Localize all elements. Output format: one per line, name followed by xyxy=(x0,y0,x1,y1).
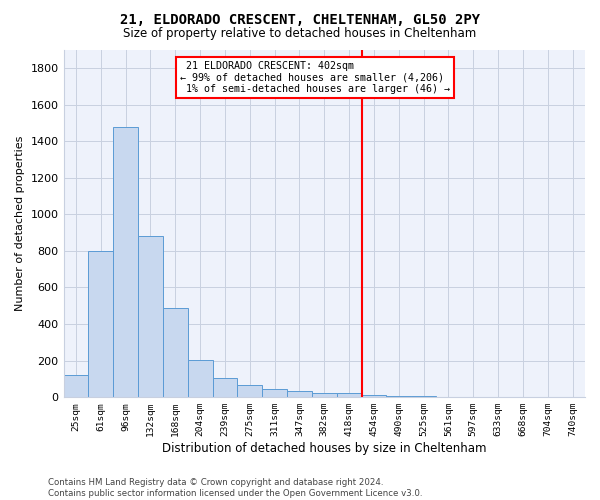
Bar xyxy=(411,396,436,397)
Bar xyxy=(88,251,113,397)
Text: 21 ELDORADO CRESCENT: 402sqm 
← 99% of detached houses are smaller (4,206) 
 1% : 21 ELDORADO CRESCENT: 402sqm ← 99% of de… xyxy=(180,61,450,94)
Bar xyxy=(436,396,461,397)
Bar xyxy=(362,396,386,397)
Bar xyxy=(212,378,238,397)
Bar xyxy=(64,375,88,397)
Bar xyxy=(238,385,262,397)
Bar xyxy=(188,360,212,397)
Bar xyxy=(262,389,287,397)
Bar xyxy=(312,392,337,397)
Bar xyxy=(113,126,138,397)
Y-axis label: Number of detached properties: Number of detached properties xyxy=(15,136,25,311)
Text: Contains HM Land Registry data © Crown copyright and database right 2024.
Contai: Contains HM Land Registry data © Crown c… xyxy=(48,478,422,498)
Text: Size of property relative to detached houses in Cheltenham: Size of property relative to detached ho… xyxy=(124,28,476,40)
Text: 21, ELDORADO CRESCENT, CHELTENHAM, GL50 2PY: 21, ELDORADO CRESCENT, CHELTENHAM, GL50 … xyxy=(120,12,480,26)
Bar xyxy=(287,391,312,397)
X-axis label: Distribution of detached houses by size in Cheltenham: Distribution of detached houses by size … xyxy=(162,442,487,455)
Bar xyxy=(138,236,163,397)
Bar xyxy=(337,393,362,397)
Bar xyxy=(386,396,411,397)
Bar xyxy=(163,308,188,397)
